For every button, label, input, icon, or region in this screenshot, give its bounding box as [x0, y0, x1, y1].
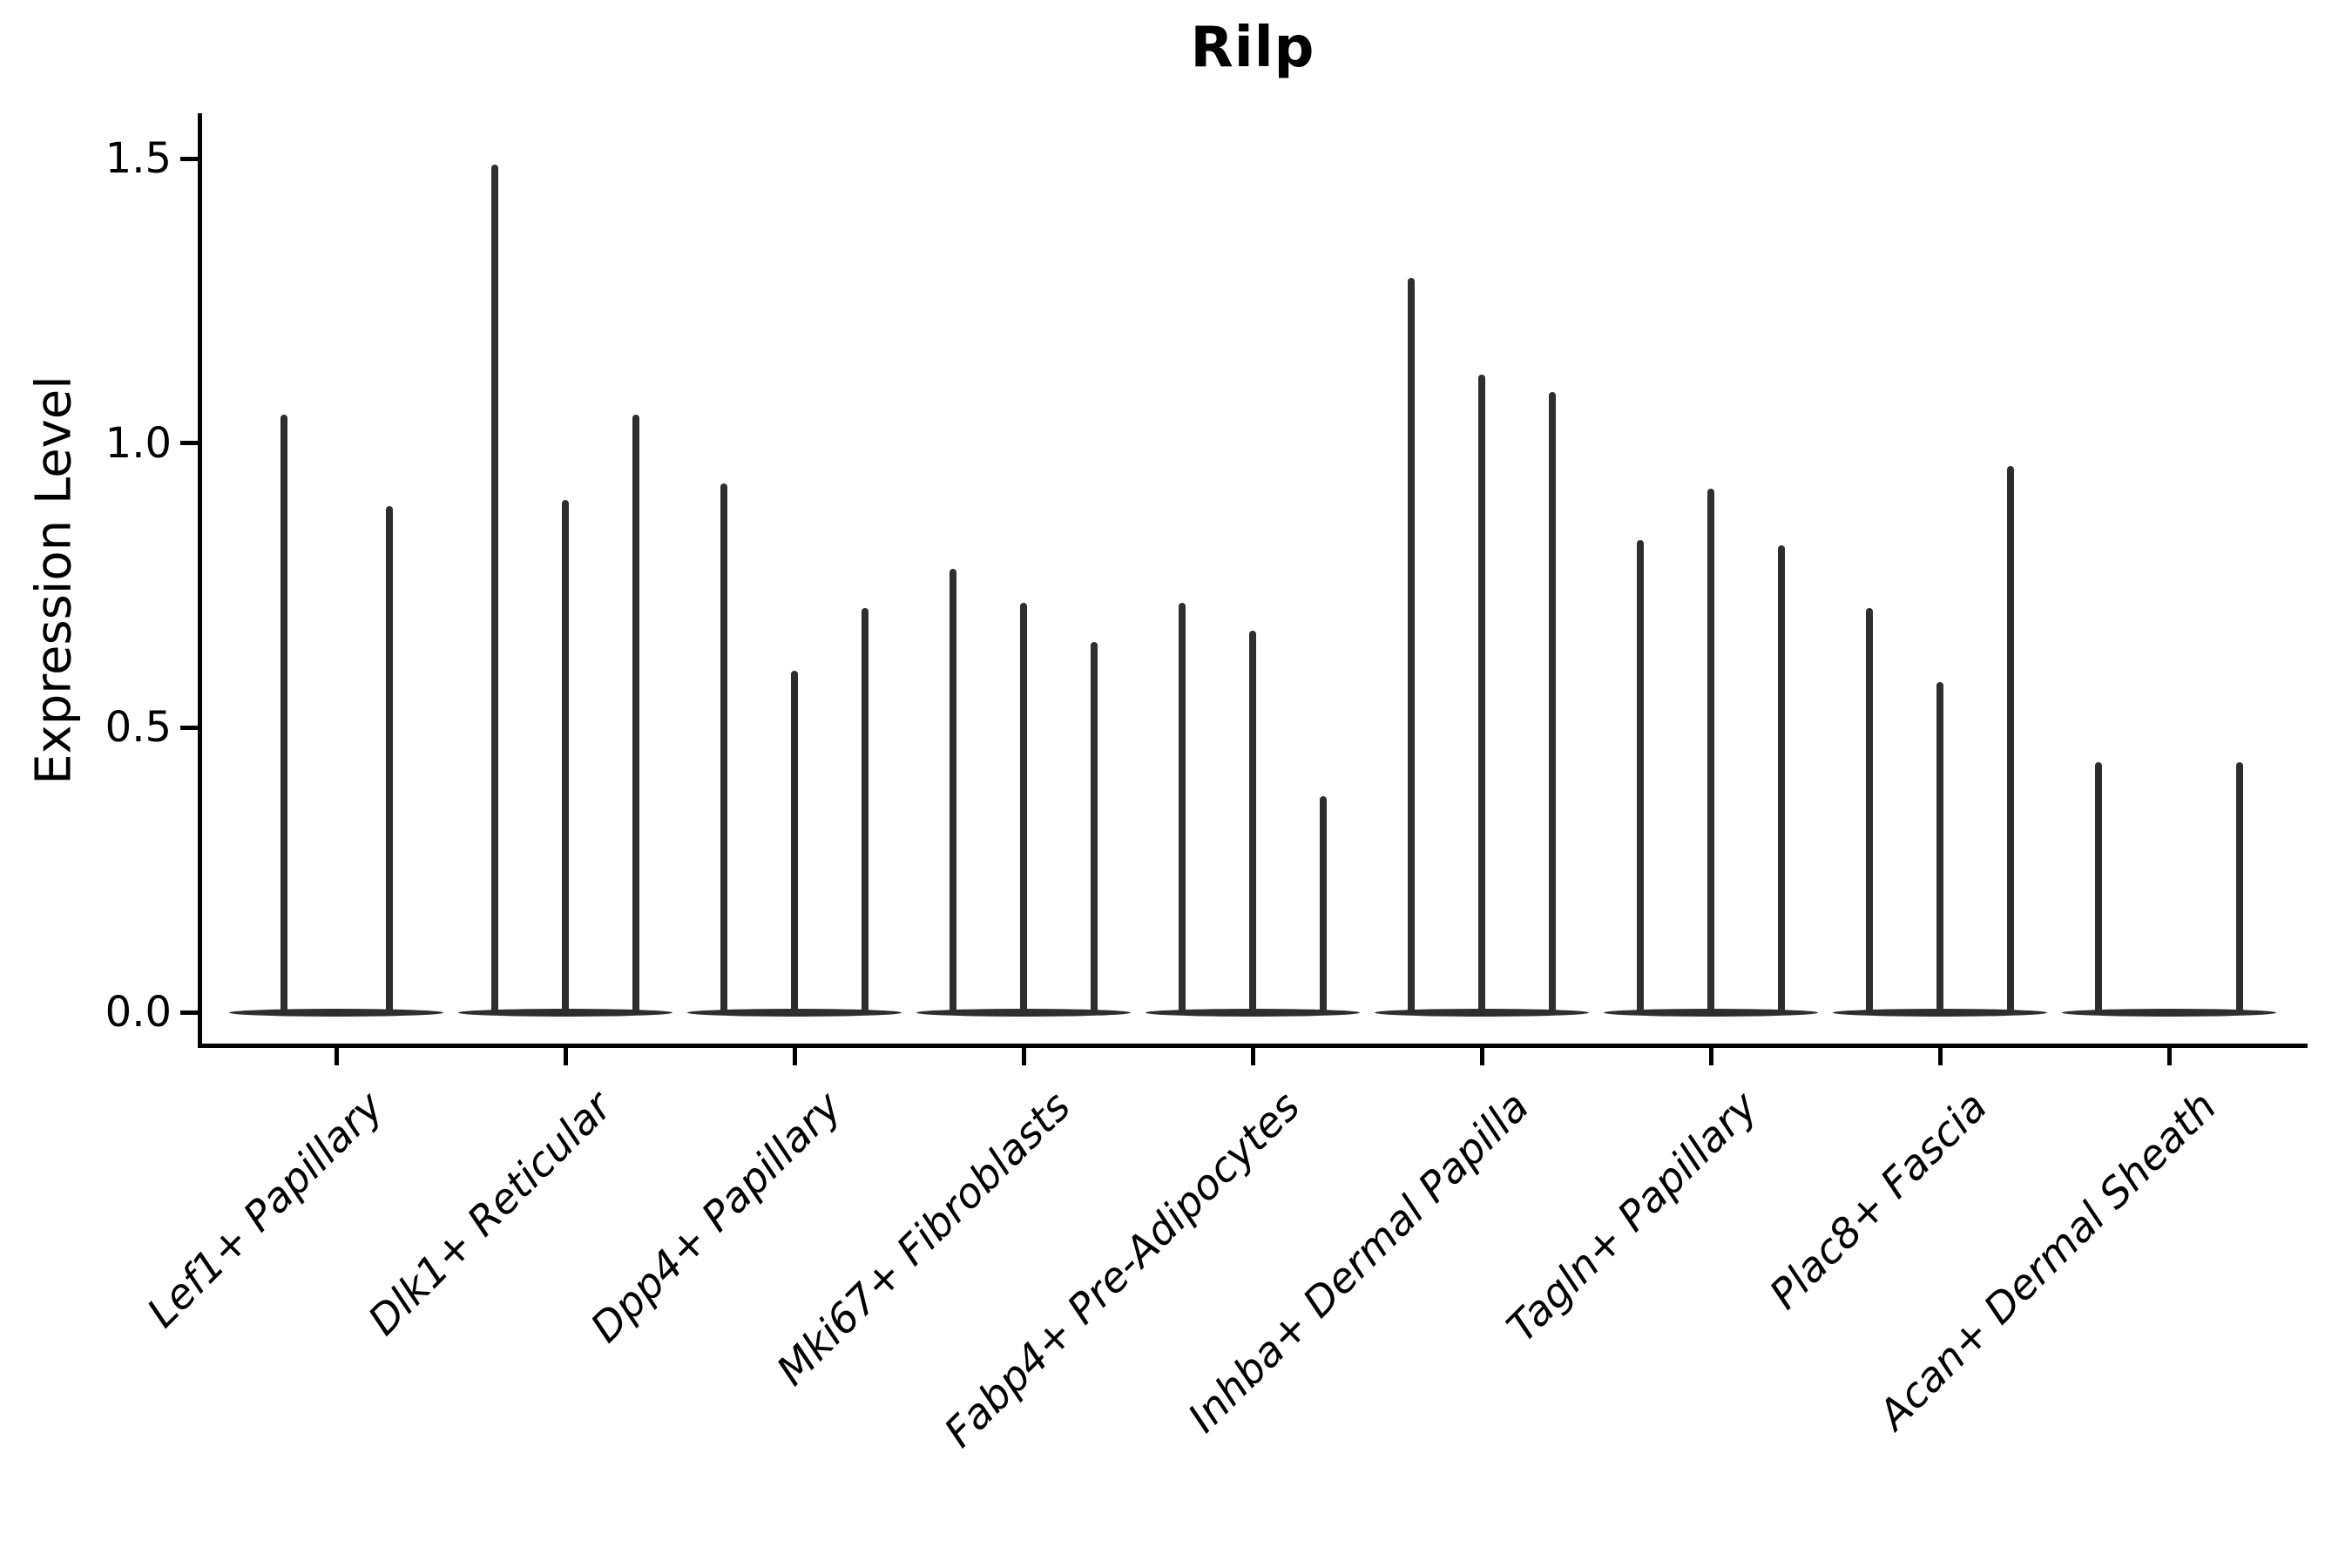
y-tick-label: 1.0 — [105, 418, 172, 468]
y-tick-mark — [180, 441, 198, 446]
x-tick-mark — [1479, 1048, 1484, 1065]
violin-spike — [1866, 608, 1874, 1015]
violin-spike — [1548, 392, 1556, 1015]
violin-spike — [1408, 278, 1416, 1015]
x-tick-mark — [1708, 1048, 1713, 1065]
x-tick-label: Plac8+ Fascia — [1760, 1082, 1997, 1319]
violin-spike — [491, 164, 499, 1015]
violin-spike — [720, 483, 728, 1015]
y-tick-label: 0.5 — [105, 703, 172, 753]
violin-spike — [1707, 489, 1714, 1015]
x-tick-label: Dlk1+ Reticular — [359, 1082, 622, 1345]
y-tick-mark — [180, 1010, 198, 1015]
violin-spike — [632, 415, 639, 1015]
y-tick-mark — [180, 156, 198, 161]
violin-spike — [2095, 761, 2103, 1015]
x-tick-mark — [792, 1048, 797, 1065]
violin-spike — [1090, 642, 1098, 1015]
violin-spike — [1637, 539, 1645, 1015]
x-tick-mark — [1250, 1048, 1255, 1065]
violin-base — [229, 1008, 443, 1017]
violin-spike — [280, 415, 287, 1015]
x-tick-label: Dpp4+ Papillary — [581, 1082, 851, 1353]
violin-spike — [2235, 761, 2243, 1015]
violin-spike — [861, 608, 868, 1015]
x-tick-mark — [1937, 1048, 1943, 1065]
x-tick-mark — [563, 1048, 568, 1065]
x-tick-label: Tagln+ Papillary — [1497, 1082, 1767, 1352]
x-tick-mark — [1021, 1048, 1026, 1065]
x-tick-mark — [334, 1048, 339, 1065]
violin-spike — [385, 505, 393, 1015]
violin-spike — [2006, 465, 2014, 1015]
violin-spike — [1179, 602, 1186, 1015]
y-tick-label: 0.0 — [105, 988, 172, 1037]
violin-spike — [1478, 375, 1485, 1015]
x-tick-mark — [2166, 1048, 2172, 1065]
violin-spike — [950, 568, 957, 1015]
chart-title: Rilp — [1190, 16, 1315, 80]
violin-spike — [1319, 795, 1327, 1015]
violin-base — [2062, 1008, 2276, 1017]
x-tick-label: Lef1+ Papillary — [138, 1082, 393, 1337]
y-tick-label: 1.5 — [105, 134, 172, 184]
violin-spike — [1936, 682, 1943, 1015]
y-tick-mark — [180, 725, 198, 730]
violin-spike — [1020, 602, 1027, 1015]
violin-spike — [791, 671, 798, 1015]
violin-spike — [1249, 631, 1256, 1015]
plot-area — [198, 113, 2308, 1048]
violin-spike — [562, 500, 569, 1015]
violin-spike — [1777, 545, 1785, 1015]
